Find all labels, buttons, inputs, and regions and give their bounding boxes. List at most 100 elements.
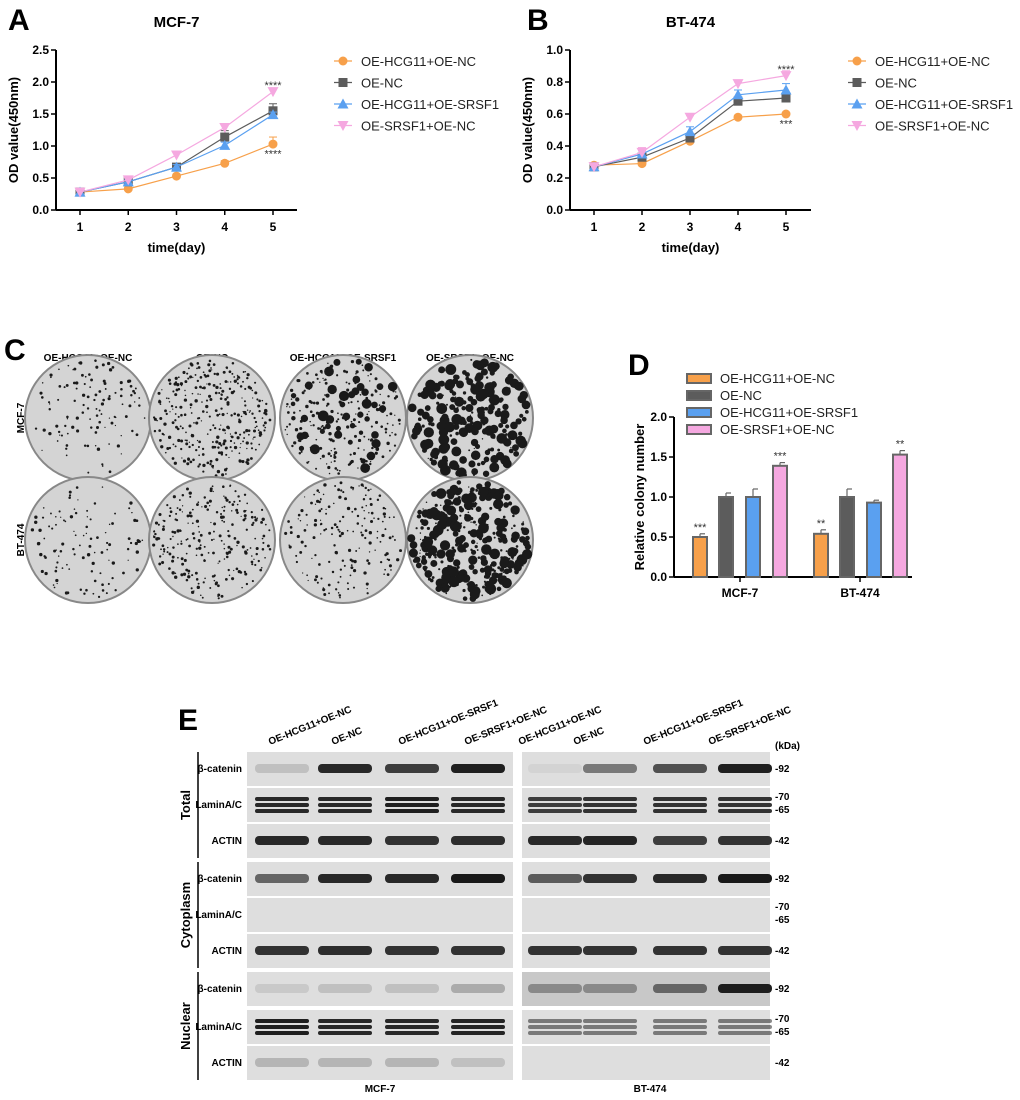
colony-dot xyxy=(337,581,340,584)
colony-dot xyxy=(352,568,357,573)
y-axis-label: Relative colony number xyxy=(632,424,647,571)
colony-dot xyxy=(250,457,253,460)
colony-dot xyxy=(193,422,195,424)
colony-dot xyxy=(208,531,212,535)
colony-dot xyxy=(106,548,109,551)
colony-dot xyxy=(188,544,191,548)
colony-dot xyxy=(211,464,214,468)
blot-strip xyxy=(522,752,772,786)
colony-dot xyxy=(452,530,459,537)
protein-band xyxy=(318,1058,372,1067)
marker-triangle-up xyxy=(267,109,279,120)
colony-dot xyxy=(476,549,479,551)
colony-dot xyxy=(325,423,331,430)
protein-band xyxy=(653,797,707,801)
colony-dot xyxy=(194,373,197,376)
colony-dot xyxy=(250,510,253,514)
colony-dot xyxy=(422,447,427,453)
colony-dot xyxy=(430,533,432,536)
colony-dot xyxy=(501,538,508,544)
colony-dot xyxy=(257,429,260,432)
y-tick-label: 0.5 xyxy=(32,171,49,185)
colony-dot xyxy=(231,372,234,375)
colony-dot xyxy=(133,391,136,395)
colony-dot xyxy=(236,544,238,547)
colony-dot xyxy=(386,441,390,446)
protein-band xyxy=(583,803,637,807)
culture-plate xyxy=(148,354,276,482)
colony-dot xyxy=(201,401,203,403)
colony-dot xyxy=(421,424,425,428)
colony-dot xyxy=(359,393,362,396)
colony-dot xyxy=(342,491,345,494)
colony-dot xyxy=(363,435,366,438)
colony-dot xyxy=(72,381,76,385)
colony-dot xyxy=(381,520,384,523)
colony-dot xyxy=(253,436,255,439)
protein-band xyxy=(318,1025,372,1029)
colony-dot xyxy=(217,593,221,597)
colony-dot xyxy=(73,399,76,403)
colony-dot xyxy=(288,544,290,546)
colony-dot xyxy=(445,364,457,375)
colony-dot xyxy=(196,362,200,365)
colony-dot xyxy=(456,565,460,569)
colony-dot xyxy=(89,386,92,388)
colony-dot xyxy=(455,497,459,501)
colony-dot xyxy=(426,526,430,531)
protein-band xyxy=(718,803,772,807)
colony-dot xyxy=(381,533,385,538)
colony-dot xyxy=(303,496,306,498)
blot-background xyxy=(522,898,770,932)
colony-dot xyxy=(181,505,184,507)
kda-marker: -65 xyxy=(775,805,790,816)
colony-dot xyxy=(181,494,185,497)
colony-dot xyxy=(227,534,229,537)
panel-label-e: E xyxy=(178,704,198,737)
colony-dot xyxy=(169,411,171,413)
colony-dot xyxy=(454,374,460,380)
colony-dot xyxy=(265,402,268,406)
colony-dot xyxy=(511,527,513,530)
colony-dot xyxy=(226,425,230,429)
colony-dot xyxy=(334,485,337,487)
colony-dot xyxy=(30,528,35,532)
colony-dot xyxy=(456,467,467,478)
colony-dot xyxy=(170,404,174,408)
colony-dot xyxy=(61,542,65,546)
colony-dot xyxy=(366,455,368,457)
colony-dot xyxy=(446,504,450,507)
colony-dot xyxy=(211,369,213,371)
colony-dot xyxy=(463,500,474,511)
colony-dot xyxy=(174,572,177,575)
colony-dot xyxy=(251,523,254,527)
x-tick-label: BT-474 xyxy=(840,586,880,600)
colony-dot xyxy=(475,469,477,471)
colony-dot xyxy=(55,566,58,569)
colony-dot xyxy=(340,413,343,416)
colony-dot xyxy=(521,400,531,410)
colony-dot xyxy=(200,553,204,557)
colony-dot xyxy=(121,403,124,406)
colony-dot xyxy=(192,458,195,462)
colony-dot xyxy=(330,461,332,463)
colony-dot xyxy=(334,467,338,470)
colony-dot xyxy=(157,523,160,526)
colony-dot xyxy=(360,483,364,487)
colony-dot xyxy=(289,406,291,408)
colony-dot xyxy=(162,548,166,551)
colony-dot xyxy=(482,470,490,477)
colony-dot xyxy=(352,451,356,455)
colony-dot xyxy=(226,401,230,405)
colony-dot xyxy=(357,467,359,469)
protein-band xyxy=(718,946,772,955)
colony-dot xyxy=(153,417,157,421)
colony-dot xyxy=(436,401,440,405)
colony-dot xyxy=(195,448,198,452)
colony-dot xyxy=(323,379,325,381)
colony-dot xyxy=(228,456,230,459)
colony-dot xyxy=(44,571,48,576)
protein-band xyxy=(385,1019,439,1023)
protein-band xyxy=(451,764,505,773)
colony-dot xyxy=(260,520,264,524)
